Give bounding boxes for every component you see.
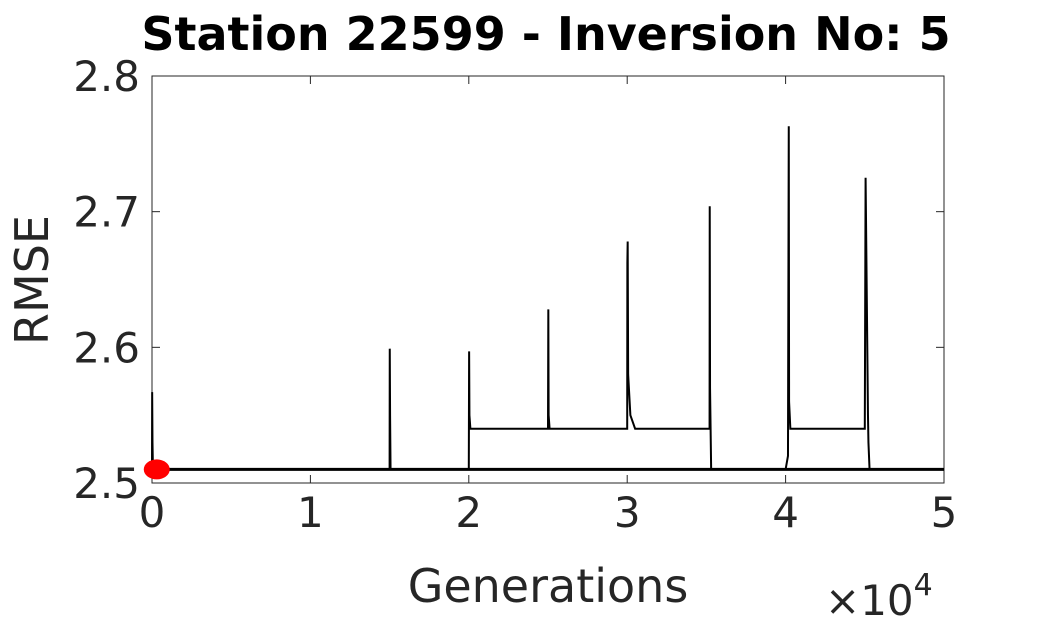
axes bbox=[151, 75, 945, 484]
plot-frame bbox=[151, 75, 945, 484]
series-line-1 bbox=[151, 126, 944, 471]
x-tick-label: 2 bbox=[455, 488, 482, 537]
series-group bbox=[151, 126, 944, 471]
x-tick-label: 4 bbox=[772, 488, 799, 537]
y-tick-label: 2.8 bbox=[73, 52, 140, 101]
start-marker bbox=[143, 459, 170, 480]
y-axis-label: RMSE bbox=[5, 215, 59, 345]
x-multiplier: ×104 bbox=[825, 568, 933, 625]
chart-title: Station 22599 - Inversion No: 5 bbox=[141, 7, 950, 61]
x-multiplier-exponent: 4 bbox=[914, 568, 933, 603]
y-tick-label: 2.5 bbox=[73, 459, 140, 508]
x-multiplier-base: ×10 bbox=[825, 576, 914, 625]
x-tick-label: 5 bbox=[931, 488, 958, 537]
x-tick-label: 1 bbox=[297, 488, 324, 537]
marker-group bbox=[143, 459, 170, 480]
y-tick-label: 2.7 bbox=[73, 188, 140, 237]
x-tick-label: 3 bbox=[614, 488, 641, 537]
x-axis-label: Generations bbox=[408, 559, 689, 613]
x-tick-label: 0 bbox=[139, 488, 166, 537]
y-tick-label: 2.6 bbox=[73, 323, 140, 372]
ticks: 0 1 2 3 4 5 2.5 2.6 2.7 2.8 bbox=[73, 52, 957, 537]
